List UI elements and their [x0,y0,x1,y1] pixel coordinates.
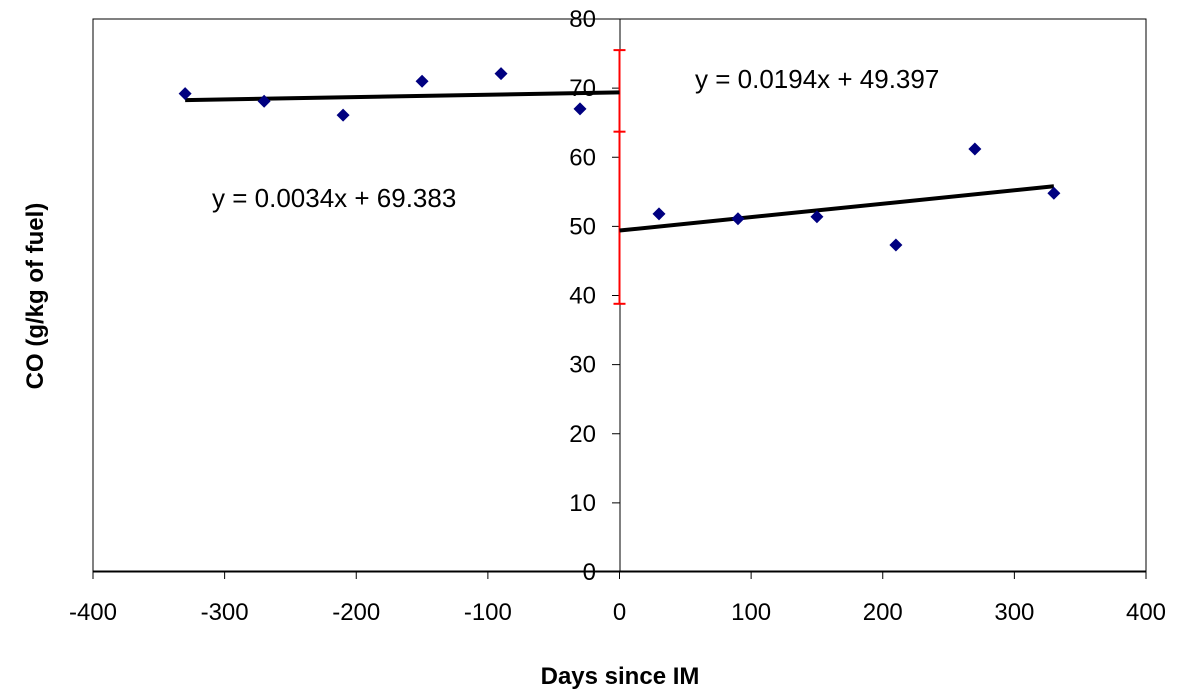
trendline-equation-left: y = 0.0034x + 69.383 [212,183,456,213]
data-point [494,67,508,81]
y-tick-label: 40 [569,283,596,310]
trendline [185,90,620,103]
trendline-equation-right: y = 0.0194x + 49.397 [695,64,939,94]
x-tick-label: 300 [994,599,1034,626]
trendline [619,184,1055,233]
x-tick-label: 100 [731,599,771,626]
x-tick-label: 400 [1126,599,1166,626]
data-point [573,102,587,116]
y-axis-title: CO (g/kg of fuel) [22,203,49,390]
x-tick-label: 200 [863,599,903,626]
y-tick-label: 0 [583,559,596,586]
data-point [178,87,192,101]
x-axis-title: Days since IM [541,663,700,690]
x-tick-label: -200 [332,599,380,626]
y-tick-label: 60 [569,144,596,171]
x-tick-label: -300 [201,599,249,626]
data-point [415,74,429,88]
y-tick-label: 70 [569,75,596,102]
data-point [1047,186,1061,200]
data-point [257,94,271,108]
data-point [968,142,982,156]
chart-marks: -400 -300 -200 -100 0 100 200 300 400 0 10 20 30 40 50… [69,6,1166,626]
data-point [810,210,824,224]
y-tick-label: 30 [569,352,596,379]
y-tick-label: 10 [569,490,596,517]
data-point [336,108,350,122]
x-tick-label: -400 [69,599,117,626]
data-point [652,207,666,221]
data-point [889,238,903,252]
x-tick-label: -100 [464,599,512,626]
y-tick-label: 20 [569,421,596,448]
x-tick-label: 0 [613,599,626,626]
data-point [731,212,745,226]
y-tick-label: 50 [569,213,596,240]
y-tick-label: 80 [569,6,596,33]
